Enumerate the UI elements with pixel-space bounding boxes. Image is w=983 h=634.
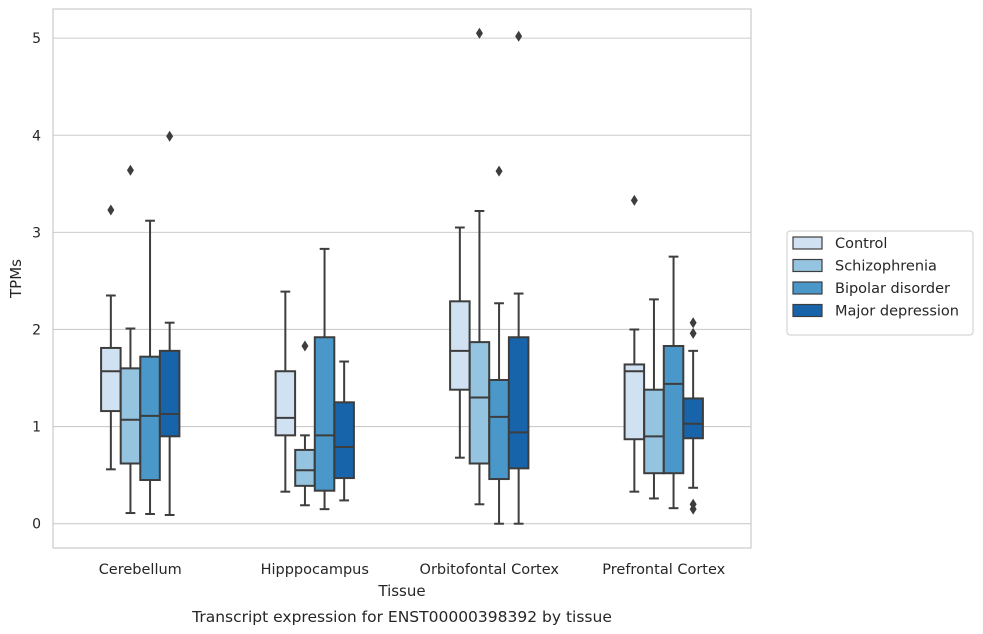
box-bipolar-disorder (313, 247, 336, 511)
x-axis-label: Tissue (377, 582, 425, 600)
plot-frame (52, 8, 752, 549)
y-tick-label: 0 (32, 517, 41, 533)
outlier-point (126, 164, 134, 176)
box-bipolar-disorder (662, 255, 685, 510)
legend-label: Bipolar disorder (835, 281, 950, 297)
box-iqr (274, 370, 297, 437)
box-iqr (119, 367, 142, 465)
y-tick-labels: 0 1 2 3 4 5 (32, 31, 41, 533)
legend-swatch (792, 281, 823, 295)
outlier-point (495, 165, 503, 177)
y-tick-label: 5 (32, 31, 41, 47)
box-iqr (313, 336, 336, 492)
box-iqr (682, 397, 704, 440)
box-major-depression (333, 360, 355, 502)
legend-label: Major depression (835, 304, 959, 320)
x-tick-label: Prefrontal Cortex (602, 562, 725, 578)
boxes-layer (100, 27, 704, 525)
outlier-point (689, 498, 697, 510)
x-tick-label: Hipppocampus (261, 562, 369, 578)
box-iqr (507, 336, 530, 470)
box-iqr (662, 344, 685, 475)
box-control (449, 226, 471, 459)
y-tick-label: 1 (32, 420, 41, 436)
y-tick-label: 2 (32, 322, 41, 338)
outlier-point (475, 27, 483, 39)
legend-label: Schizophrenia (835, 259, 937, 275)
y-axis-label: TPMs (7, 259, 25, 299)
outlier-point (630, 194, 638, 206)
box-major-depression (682, 317, 704, 515)
box-schizophrenia (294, 340, 316, 507)
box-major-depression (158, 130, 181, 516)
box-iqr (449, 300, 471, 391)
box-bipolar-disorder (139, 219, 161, 516)
x-tick-label: Cerebellum (99, 562, 182, 578)
chart-caption: Transcript expression for ENST0000039839… (191, 608, 612, 626)
legend-swatch (792, 236, 823, 250)
x-tick-label: Orbitofontal Cortex (420, 562, 560, 578)
outlier-point (689, 327, 697, 339)
box-control (100, 204, 122, 471)
y-tick-label: 3 (32, 225, 41, 241)
outlier-point (689, 317, 697, 329)
box-iqr (158, 349, 181, 438)
legend-label: Control (835, 236, 887, 252)
box-iqr (333, 401, 355, 480)
box-iqr (139, 355, 161, 482)
legend: Control Schizophrenia Bipolar disorder Majo… (786, 230, 974, 336)
legend-swatch (792, 303, 823, 318)
box-schizophrenia (468, 27, 491, 506)
box-iqr (468, 341, 491, 465)
box-iqr (643, 388, 665, 475)
outlier-point (301, 340, 309, 352)
box-control (623, 194, 646, 493)
y-tick-label: 4 (32, 128, 41, 144)
legend-swatch (792, 258, 823, 273)
box-control (274, 290, 297, 493)
outlier-point (166, 130, 174, 142)
box-bipolar-disorder (488, 165, 510, 525)
box-iqr (488, 378, 510, 481)
legend-frame (786, 230, 974, 336)
x-tick-labels: Cerebellum Hipppocampus Orbitofontal Corte… (99, 562, 726, 578)
box-schizophrenia (119, 164, 142, 515)
outlier-point (107, 204, 115, 216)
box-iqr (623, 363, 646, 441)
outlier-point (515, 30, 523, 42)
box-major-depression (507, 30, 530, 525)
box-iqr (100, 346, 122, 413)
box-iqr (294, 448, 316, 487)
